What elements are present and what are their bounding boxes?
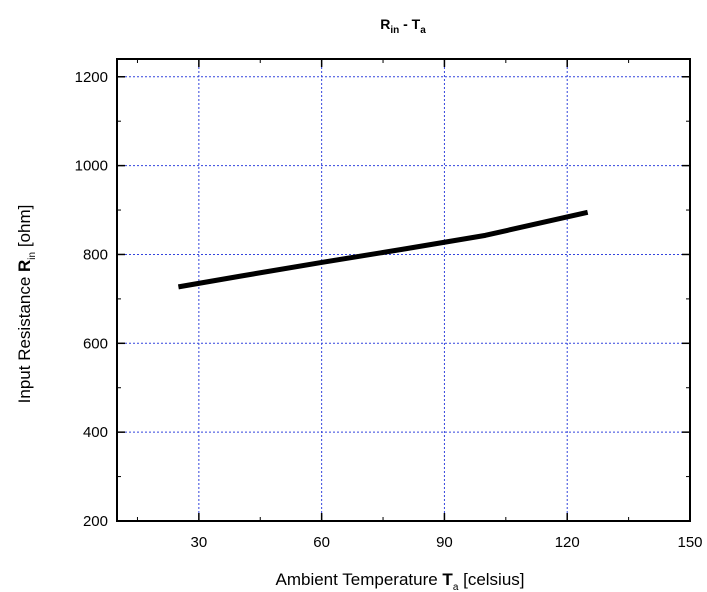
y-axis-title: Input Resistance Rin [ohm] — [15, 205, 38, 404]
title-main: R — [380, 16, 390, 32]
series-line — [177, 209, 589, 290]
title-main-sub: in — [390, 25, 399, 36]
y-axis-title-suffix: [ohm] — [15, 205, 34, 252]
x-axis-title-sub: a — [453, 582, 459, 592]
y-axis-title-symbol: R — [15, 260, 34, 272]
plot-frame — [116, 58, 691, 522]
y-tick-label: 800 — [83, 246, 108, 263]
y-axis-title-sub: in — [27, 252, 38, 260]
axis-ticks — [117, 59, 691, 522]
x-tick-label: 30 — [191, 534, 208, 551]
y-tick-label: 600 — [83, 335, 108, 352]
y-tick-label: 400 — [83, 424, 108, 441]
x-axis-title-symbol: T — [442, 570, 453, 589]
tick-labels: 30 60 90 120 150 200 400 600 800 1000 1200 — [75, 69, 703, 551]
x-tick-label: 60 — [313, 534, 330, 551]
x-axis-title-prefix: Ambient Temperature — [275, 570, 442, 589]
chart-title: Rin - Ta — [380, 16, 426, 36]
x-tick-label: 90 — [436, 534, 453, 551]
grid — [117, 59, 690, 521]
y-axis-title-prefix: Input Resistance — [15, 272, 34, 403]
y-tick-label: 200 — [83, 513, 108, 530]
title-second: T — [412, 16, 421, 32]
x-axis-title: Ambient Temperature Ta [celsius] — [275, 570, 524, 592]
series — [177, 209, 589, 290]
x-tick-label: 150 — [677, 534, 702, 551]
y-tick-label: 1000 — [75, 158, 108, 175]
x-tick-label: 120 — [555, 534, 580, 551]
y-tick-label: 1200 — [75, 69, 108, 86]
x-axis-title-suffix: [celsius] — [458, 570, 524, 589]
title-second-sub: a — [420, 25, 426, 36]
title-sep: - — [399, 16, 411, 32]
